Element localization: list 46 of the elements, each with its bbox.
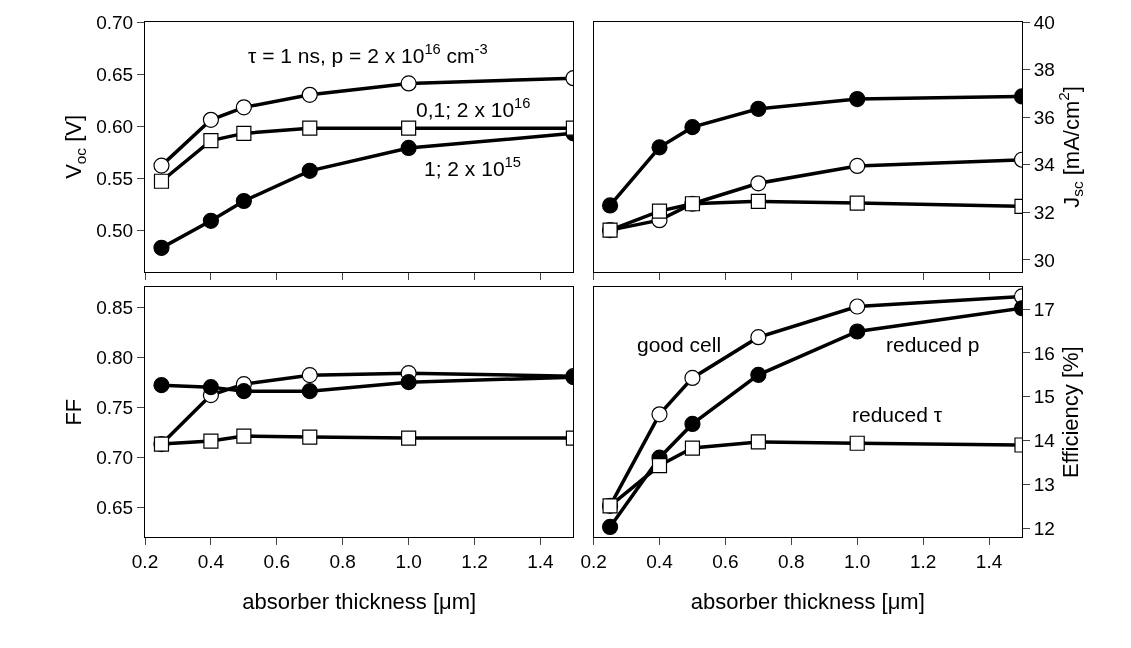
y-tick-label: 14 — [1033, 430, 1056, 452]
x-tick-label: 1.4 — [527, 550, 555, 572]
x-tick-label: 1.4 — [975, 550, 1003, 572]
y-tick-label: 38 — [1033, 59, 1055, 81]
y-tick-label: 0.65 — [96, 496, 134, 518]
x-tick-label: 1.0 — [395, 550, 422, 572]
annotation: reduced p — [886, 333, 980, 356]
x-tick-label: 0.8 — [329, 550, 356, 572]
y-tick-label: 0.60 — [96, 115, 134, 137]
annotation: good cell — [637, 333, 722, 356]
y-tick-label: 40 — [1033, 11, 1055, 33]
y-tick-label: 0.65 — [96, 63, 134, 85]
y-tick-label: 34 — [1033, 154, 1056, 176]
x-tick-label: 0.4 — [646, 550, 674, 572]
x-tick-label: 1.2 — [909, 550, 937, 572]
annotation: 0,1; 2 x 10$^{16}$ — [416, 95, 531, 121]
y-tick-label: 0.75 — [96, 396, 134, 418]
annotation: τ = 1 ns, p = 2 x 10$^{16}$ cm$^{-3}$ — [248, 41, 488, 67]
y-tick-label: 30 — [1033, 249, 1055, 271]
x-tick-label: 0.4 — [197, 550, 225, 572]
y-tick-label: 12 — [1033, 517, 1055, 539]
y-tick-label: 0.80 — [96, 346, 134, 368]
x-tick-label: 0.8 — [778, 550, 805, 572]
x-tick-label: 0.2 — [131, 550, 159, 572]
annotation: reduced τ — [852, 403, 943, 426]
y-tick-label: 0.50 — [96, 219, 134, 241]
x-tick-label: 0.2 — [580, 550, 607, 572]
y-tick-label: 0.70 — [96, 11, 134, 33]
y-tick-label: 13 — [1033, 474, 1055, 496]
x-axis-title: absorber thickness [μm] — [242, 588, 477, 614]
y-tick-label: 0.55 — [96, 167, 134, 189]
y-tick-label: 36 — [1033, 106, 1055, 128]
x-axis-title: absorber thickness [μm] — [690, 588, 925, 614]
y-tick-label: 16 — [1033, 342, 1055, 364]
x-tick-label: 0.6 — [712, 550, 739, 572]
x-tick-label: 1.0 — [844, 550, 871, 572]
y-tick-label: 17 — [1033, 298, 1055, 320]
x-tick-label: 1.2 — [461, 550, 488, 572]
y-tick-label: 0.70 — [96, 446, 134, 468]
y-axis-title: FF — [61, 398, 87, 426]
y-tick-label: 32 — [1033, 201, 1055, 223]
x-tick-label: 0.6 — [263, 550, 291, 572]
y-tick-label: 0.85 — [96, 296, 134, 318]
y-tick-label: 15 — [1033, 386, 1055, 408]
annotation: 1; 2 x 10$^{15}$ — [424, 154, 521, 180]
y-axis-title: Efficiency [%] — [1058, 346, 1084, 478]
